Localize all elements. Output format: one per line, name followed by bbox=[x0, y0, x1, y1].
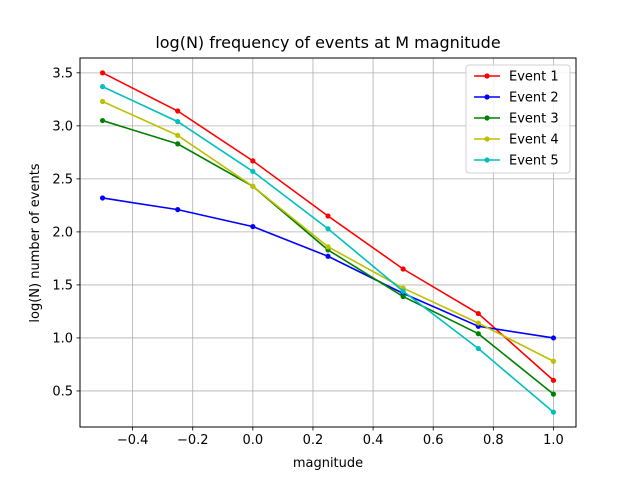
y-tick-label: 0.5 bbox=[52, 384, 73, 399]
legend-swatch-marker bbox=[484, 73, 490, 79]
series-1-point bbox=[175, 108, 181, 114]
legend-label: Event 1 bbox=[509, 70, 559, 85]
series-2-point bbox=[99, 195, 106, 201]
x-tick-label: 0.8 bbox=[483, 433, 504, 448]
y-axis-label: log(N) number of events bbox=[28, 163, 43, 322]
series-4-point bbox=[175, 132, 181, 139]
series-2-point bbox=[175, 207, 181, 213]
series-1-point bbox=[250, 158, 256, 164]
legend-swatch-marker bbox=[484, 115, 490, 121]
y-tick-label: 1.0 bbox=[52, 331, 73, 346]
y-tick-label: 3.5 bbox=[52, 66, 73, 81]
series-2-point bbox=[550, 335, 557, 341]
series-5-point bbox=[99, 84, 106, 90]
legend-label: Event 3 bbox=[509, 112, 559, 127]
series-layer bbox=[99, 70, 557, 415]
y-tick-label: 3.0 bbox=[52, 119, 73, 134]
series-2-point bbox=[325, 253, 331, 259]
legend-label: Event 5 bbox=[509, 154, 559, 169]
legend-swatch-marker bbox=[484, 94, 490, 100]
series-3-point bbox=[400, 293, 406, 300]
legend-swatch-marker bbox=[484, 157, 490, 163]
legend-label: Event 4 bbox=[509, 133, 559, 148]
x-axis-label: magnitude bbox=[293, 456, 363, 471]
series-4-point bbox=[550, 358, 557, 364]
y-tick-label: 1.5 bbox=[52, 278, 73, 293]
series-1-point bbox=[325, 213, 331, 219]
series-1-point bbox=[99, 70, 106, 76]
series-1-point bbox=[400, 266, 406, 272]
series-4-point bbox=[99, 98, 106, 105]
x-tick-label: 1.0 bbox=[543, 433, 564, 448]
series-4-point bbox=[325, 244, 331, 250]
series-5-point bbox=[400, 288, 406, 294]
series-3-point bbox=[475, 331, 481, 337]
series-1-point bbox=[550, 377, 557, 383]
series-4-point bbox=[250, 183, 256, 189]
legend-swatch-marker bbox=[484, 136, 490, 142]
series-4-point bbox=[475, 320, 481, 326]
series-3-point bbox=[99, 117, 106, 124]
x-tick-label: 0.6 bbox=[423, 433, 444, 448]
x-tick-label: 0.2 bbox=[303, 433, 324, 448]
series-5-point bbox=[325, 226, 331, 232]
y-tick-label: 2.0 bbox=[52, 225, 73, 240]
x-tick-label: 0.0 bbox=[243, 433, 264, 448]
legend: Event 1 Event 2 Event 3 Event 4 Event 5 bbox=[465, 64, 571, 174]
series-5-point bbox=[475, 345, 481, 352]
series-2-point bbox=[250, 223, 256, 230]
series-3-point bbox=[175, 141, 181, 147]
series-5-point bbox=[175, 119, 181, 125]
chart-title: log(N) frequency of events at M magnitud… bbox=[155, 33, 500, 52]
x-tick-label: −0.2 bbox=[177, 433, 209, 448]
plot-area-frame bbox=[79, 57, 577, 428]
x-tick-label: −0.4 bbox=[117, 433, 149, 448]
legend-box bbox=[465, 64, 571, 174]
x-tick-label: 0.4 bbox=[363, 433, 384, 448]
legend-label: Event 2 bbox=[509, 91, 559, 106]
series-5-point bbox=[550, 409, 557, 415]
series-1-point bbox=[475, 310, 481, 317]
series-3-point bbox=[550, 391, 557, 397]
series-5-point bbox=[250, 168, 256, 175]
axis-ticks: −0.4 −0.2 0.0 0.2 0.4 0.6 0.8 1.0 0.5 1.0 1.5 2.0 2.… bbox=[52, 66, 563, 448]
y-tick-label: 2.5 bbox=[52, 172, 73, 187]
